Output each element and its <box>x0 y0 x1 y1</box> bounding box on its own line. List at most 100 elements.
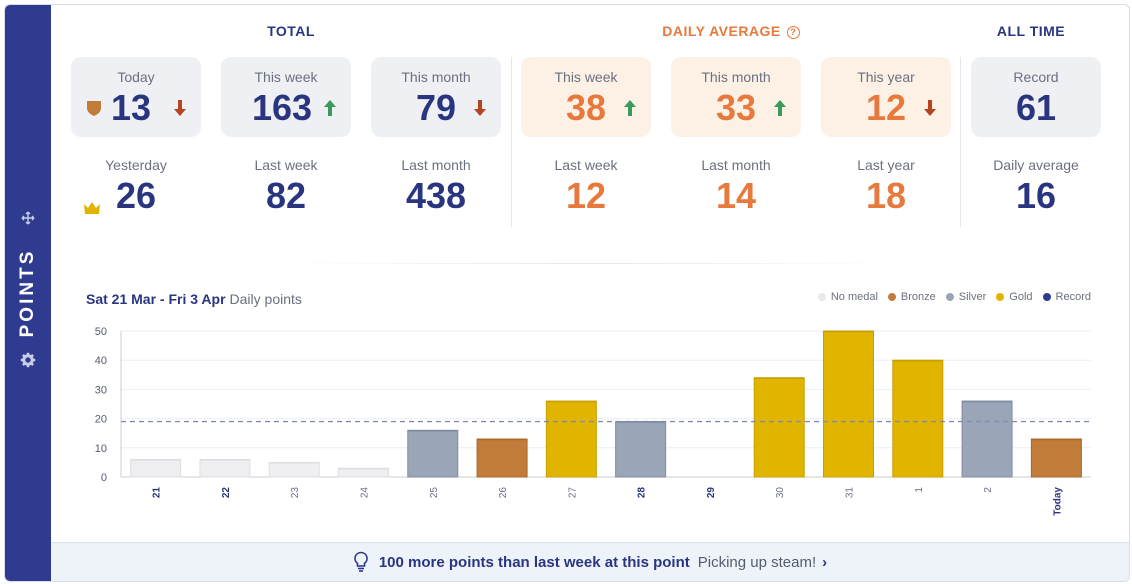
bar <box>130 458 182 478</box>
x-tick-label: 25 <box>429 487 440 499</box>
stat-avg-last-month: Last month 14 <box>671 157 801 217</box>
stat-avg-last-week: Last week 12 <box>521 157 651 217</box>
group-all-time-heading: ALL TIME <box>996 23 1066 39</box>
bar <box>823 330 874 478</box>
card-label: Record <box>1013 69 1059 85</box>
bar <box>407 429 459 478</box>
card-record: Record 61 <box>971 57 1101 137</box>
card-this-month: This month 79 <box>371 57 501 137</box>
y-tick-label: 20 <box>95 414 107 426</box>
card-avg-this-month: This month 33 <box>671 57 801 137</box>
x-tick-label: 27 <box>567 487 578 499</box>
legend-item: No medal <box>817 291 878 303</box>
stat-value: 16 <box>1015 175 1057 216</box>
bronze-shield-icon <box>87 101 101 116</box>
x-tick-label: 28 <box>637 487 648 499</box>
stat-label: Daily average <box>993 157 1079 173</box>
trend-down-icon <box>924 100 936 116</box>
divider <box>960 57 961 227</box>
legend-swatch <box>1042 293 1051 301</box>
section-divider <box>281 263 901 264</box>
y-tick-label: 50 <box>95 326 107 338</box>
trend-down-icon <box>474 100 486 116</box>
sidebar-title: POINTS <box>17 248 38 338</box>
sidebar: POINTS <box>5 5 51 581</box>
chart-legend: No medal Bronze Silver Gold Record <box>817 291 1091 303</box>
bar <box>268 461 320 478</box>
x-tick-label: Today <box>1052 487 1063 516</box>
daily-points-chart: 0 10 20 30 40 50 21 22 23 24 25 26 27 28 29 30 31 1 2 Today <box>95 326 1091 516</box>
points-widget: POINTS TOTAL DAILY AVERAGE? ALL TIME Tod… <box>4 4 1130 582</box>
stat-avg-last-year: Last year 18 <box>821 157 951 217</box>
legend-swatch <box>887 293 896 301</box>
daily-average-label: DAILY AVERAGE <box>662 23 781 39</box>
y-tick-label: 0 <box>101 472 107 484</box>
bar <box>545 400 597 478</box>
chevron-right-icon[interactable]: › <box>822 553 828 571</box>
move-icon[interactable] <box>18 208 38 228</box>
help-icon[interactable]: ? <box>786 26 800 39</box>
x-tick-label: 30 <box>775 487 786 499</box>
stat-label: Last year <box>857 157 915 173</box>
bar <box>753 377 805 478</box>
card-label: This year <box>857 69 915 85</box>
bar <box>892 359 944 478</box>
card-value: 61 <box>1015 87 1057 128</box>
y-tick-label: 30 <box>95 384 107 396</box>
y-tick-label: 40 <box>95 355 107 367</box>
stat-last-month: Last month 438 <box>371 157 501 217</box>
footer-message: 100 more points than last week at this p… <box>378 553 690 571</box>
x-tick-label: 24 <box>360 487 371 499</box>
card-value: 12 <box>865 87 907 128</box>
legend-swatch <box>996 293 1005 301</box>
chart-range-title: Sat 21 Mar - Fri 3 Apr Daily points <box>86 291 302 307</box>
group-daily-average-heading: DAILY AVERAGE? <box>621 23 841 39</box>
stat-value: 12 <box>565 175 607 216</box>
stat-yesterday: Yesterday 26 <box>71 157 201 217</box>
trend-down-icon <box>174 100 186 116</box>
legend-item: Silver <box>945 291 986 303</box>
x-tick-label: 26 <box>498 487 509 499</box>
legend-label: Bronze <box>900 291 936 303</box>
card-value: 163 <box>251 87 313 128</box>
insight-footer[interactable]: 100 more points than last week at this p… <box>51 542 1129 581</box>
card-value: 38 <box>565 87 607 128</box>
stat-value: 18 <box>865 175 907 216</box>
card-this-week: This week 163 <box>221 57 351 137</box>
stat-label: Last week <box>254 157 318 173</box>
x-tick-label: 31 <box>845 487 856 499</box>
trend-up-icon <box>324 100 336 116</box>
footer-sub: Picking up steam! <box>697 553 817 571</box>
stat-value: 26 <box>115 175 157 216</box>
stat-label: Yesterday <box>105 157 167 173</box>
bar <box>961 400 1013 478</box>
x-tick-label: 22 <box>221 487 232 499</box>
stat-label: Last month <box>401 157 471 173</box>
card-label: This week <box>554 69 618 85</box>
legend-item: Bronze <box>887 291 936 303</box>
legend-label: Gold <box>1009 291 1033 303</box>
card-label: Today <box>117 69 155 85</box>
bar <box>1030 438 1082 478</box>
divider <box>511 57 512 227</box>
crown-icon <box>84 202 100 214</box>
x-tick-label: 1 <box>914 487 925 493</box>
card-value: 33 <box>715 87 757 128</box>
x-tick-label: 2 <box>983 487 994 493</box>
card-value: 13 <box>110 87 152 128</box>
card-avg-this-year: This year 12 <box>821 57 951 137</box>
bar <box>199 458 251 478</box>
legend-swatch <box>945 293 954 301</box>
card-today: Today 13 <box>71 57 201 137</box>
bar <box>338 467 389 478</box>
legend-item: Record <box>1042 291 1091 303</box>
y-tick-label: 10 <box>95 443 107 455</box>
gear-icon[interactable] <box>18 350 38 370</box>
main-panel: TOTAL DAILY AVERAGE? ALL TIME Today 13 T… <box>51 5 1129 581</box>
card-label: This month <box>701 69 771 85</box>
legend-label: No medal <box>830 291 878 303</box>
legend-item: Gold <box>996 291 1033 303</box>
date-range: Sat 21 Mar - Fri 3 Apr <box>86 291 226 307</box>
card-value: 79 <box>415 87 457 128</box>
legend-label: Record <box>1055 291 1091 303</box>
